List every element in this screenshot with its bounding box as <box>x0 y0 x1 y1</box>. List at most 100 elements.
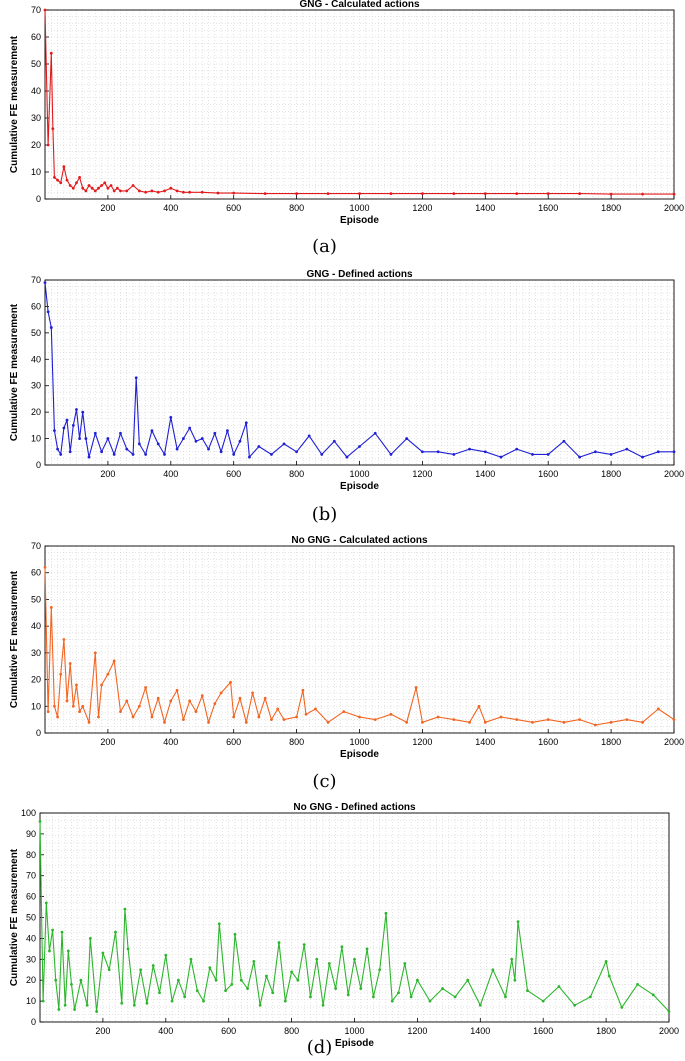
y-tick-label: 20 <box>31 140 41 150</box>
data-point <box>409 995 413 999</box>
data-point <box>217 922 221 926</box>
data-point <box>672 718 676 722</box>
data-point <box>516 920 520 924</box>
data-point <box>244 720 248 724</box>
data-point <box>194 439 198 443</box>
data-point <box>248 455 251 459</box>
data-point <box>169 186 173 190</box>
data-point <box>515 447 519 451</box>
data-point <box>239 978 243 982</box>
y-tick-label: 40 <box>31 86 41 96</box>
data-point <box>515 718 519 722</box>
data-point <box>183 995 187 999</box>
data-point <box>49 51 53 55</box>
y-tick-label: 40 <box>31 621 41 631</box>
data-point <box>578 455 582 459</box>
x-tick-label: 1800 <box>601 203 621 213</box>
data-point <box>656 707 660 711</box>
data-point <box>453 995 457 999</box>
data-point <box>137 189 141 193</box>
data-point <box>397 991 400 995</box>
data-point <box>46 710 50 714</box>
data-point <box>137 704 141 708</box>
x-tick-label: 400 <box>163 469 178 479</box>
y-tick-label: 70 <box>31 541 41 551</box>
data-point <box>107 968 111 972</box>
chart-title: GNG - Defined actions <box>306 269 413 280</box>
data-point <box>295 450 298 454</box>
data-point <box>428 999 432 1003</box>
data-point <box>277 941 281 944</box>
y-tick-label: 30 <box>31 113 41 123</box>
data-point <box>68 184 72 187</box>
data-point <box>144 190 148 194</box>
data-point <box>156 442 160 446</box>
data-point <box>43 8 47 12</box>
data-point <box>270 453 273 456</box>
data-point <box>79 978 83 982</box>
data-point <box>257 445 261 448</box>
data-point <box>51 928 54 932</box>
x-tick-label: 400 <box>163 737 178 747</box>
x-tick-label: 1600 <box>538 469 558 479</box>
data-point <box>405 720 409 724</box>
data-point <box>436 450 440 454</box>
x-tick-label: 1000 <box>349 203 369 213</box>
x-tick-label: 200 <box>95 1026 110 1036</box>
data-point <box>546 718 550 722</box>
data-point <box>246 987 249 990</box>
data-point <box>123 907 127 911</box>
data-point <box>158 991 161 995</box>
data-point <box>656 450 660 454</box>
y-tick-label: 60 <box>26 892 36 902</box>
data-point <box>75 683 78 687</box>
data-point <box>169 699 173 703</box>
x-tick-label: 1800 <box>596 1026 616 1036</box>
y-tick-label: 10 <box>31 167 41 177</box>
x-tick-label: 1200 <box>412 737 432 747</box>
data-point <box>87 720 91 724</box>
data-point <box>150 429 154 433</box>
data-point <box>593 723 597 727</box>
data-point <box>441 987 444 990</box>
data-point <box>145 1001 149 1005</box>
data-point <box>84 437 88 440</box>
x-tick-label: 1400 <box>475 469 495 479</box>
data-point <box>345 455 349 459</box>
data-point <box>609 192 613 196</box>
data-point <box>483 192 487 196</box>
data-point <box>515 192 519 196</box>
y-tick-label: 70 <box>31 275 41 285</box>
data-point <box>389 192 393 196</box>
data-point <box>163 720 166 724</box>
data-point <box>176 978 180 982</box>
y-tick-label: 0 <box>36 194 41 204</box>
y-tick-label: 0 <box>36 728 41 738</box>
data-point <box>62 426 66 430</box>
data-point <box>513 978 517 982</box>
data-point <box>112 189 116 193</box>
data-point <box>483 450 487 454</box>
data-point <box>125 699 129 703</box>
data-point <box>48 949 51 953</box>
data-point <box>65 418 69 422</box>
data-point <box>625 447 629 451</box>
series-markers <box>43 565 676 727</box>
data-point <box>304 712 308 716</box>
data-point <box>271 991 275 995</box>
y-tick-label: 90 <box>26 829 36 839</box>
x-tick-label: 2000 <box>664 469 684 479</box>
data-point <box>189 957 193 961</box>
data-point <box>546 453 550 456</box>
x-tick-label: 200 <box>100 469 115 479</box>
data-point <box>389 712 393 716</box>
data-point <box>483 720 487 724</box>
data-point <box>257 715 261 719</box>
data-point <box>181 190 185 194</box>
data-point <box>109 184 113 187</box>
data-point <box>573 1003 577 1007</box>
y-tick-label: 30 <box>31 648 41 658</box>
data-point <box>468 447 471 451</box>
data-point <box>73 1008 76 1011</box>
data-point <box>78 176 81 179</box>
